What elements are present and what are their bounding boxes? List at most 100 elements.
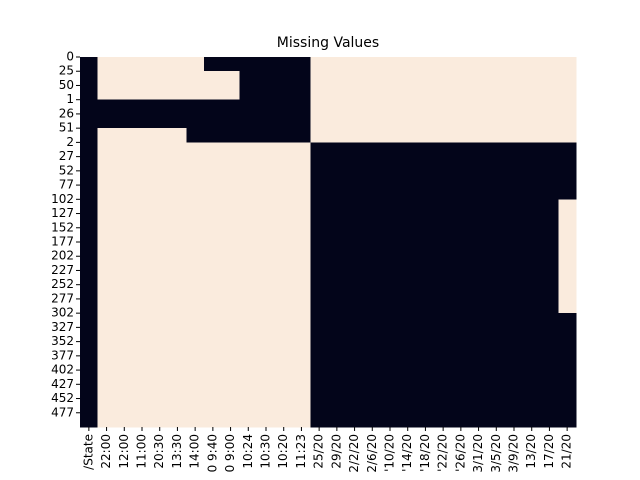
heatmap-cell	[133, 156, 152, 172]
heatmap-cell	[558, 284, 577, 300]
heatmap-cell	[416, 284, 435, 300]
heatmap-cell	[416, 170, 435, 186]
heatmap-cell	[274, 142, 294, 158]
heatmap-cell	[452, 113, 471, 129]
heatmap-cell	[363, 185, 382, 200]
heatmap-cell	[522, 213, 542, 229]
heatmap-cell	[363, 256, 382, 271]
heatmap-cell	[292, 99, 311, 115]
heatmap-cell	[398, 227, 418, 243]
heatmap-cell	[540, 85, 559, 101]
heatmap-cell	[221, 341, 240, 357]
heatmap-cell	[558, 85, 577, 101]
heatmap-cell	[133, 113, 152, 129]
heatmap-cell	[505, 284, 524, 300]
y-tick-label: 127	[51, 206, 74, 220]
heatmap-cell	[381, 227, 400, 243]
heatmap-cell	[452, 185, 471, 200]
heatmap-cell	[505, 227, 524, 243]
heatmap-cell	[487, 99, 506, 115]
heatmap-cell	[115, 199, 134, 215]
heatmap-cell	[398, 384, 418, 400]
heatmap-cell	[150, 170, 170, 186]
heatmap-cell	[452, 384, 471, 400]
heatmap-cell	[487, 71, 506, 86]
heatmap-cell	[540, 156, 559, 172]
heatmap-cell	[168, 327, 187, 343]
heatmap-cell	[168, 57, 187, 72]
heatmap-cell	[115, 384, 134, 400]
heatmap-cell	[328, 398, 347, 414]
heatmap-cell	[452, 85, 471, 101]
heatmap-cell	[274, 113, 294, 129]
heatmap-cell	[558, 270, 577, 286]
heatmap-cell	[398, 256, 418, 271]
x-tick-label: 29/20	[329, 434, 343, 469]
heatmap-cell	[186, 412, 205, 428]
heatmap-cell	[257, 412, 276, 428]
heatmap-cell	[115, 256, 134, 271]
y-tick-label: 52	[59, 163, 74, 177]
heatmap-cell	[168, 384, 187, 400]
heatmap-cell	[398, 142, 418, 158]
heatmap-cell	[434, 57, 453, 72]
y-tick-label: 252	[51, 277, 74, 291]
heatmap-cell	[310, 113, 329, 129]
heatmap-cell	[469, 256, 488, 271]
heatmap-cell	[310, 142, 329, 158]
heatmap-cell	[398, 355, 418, 371]
heatmap-cell	[505, 170, 524, 186]
heatmap-cell	[133, 57, 152, 72]
heatmap-cell	[345, 370, 364, 385]
heatmap-cell	[168, 270, 187, 286]
heatmap-cell	[345, 227, 364, 243]
heatmap-cell	[505, 370, 524, 385]
heatmap-cell	[221, 355, 240, 371]
heatmap-cell	[434, 142, 453, 158]
heatmap-cell	[274, 71, 294, 86]
heatmap-cell	[150, 242, 170, 257]
heatmap-cell	[310, 398, 329, 414]
heatmap-cell	[522, 313, 542, 328]
y-tick-label: 0	[66, 50, 74, 64]
heatmap-cell	[469, 142, 488, 158]
heatmap-cell	[168, 284, 187, 300]
heatmap-cell	[257, 298, 276, 314]
heatmap-cell	[505, 341, 524, 357]
heatmap-cell	[398, 185, 418, 200]
heatmap-cell	[540, 284, 559, 300]
heatmap-cell	[310, 170, 329, 186]
heatmap-cell	[221, 270, 240, 286]
heatmap-cell	[381, 256, 400, 271]
heatmap-cell	[221, 313, 240, 328]
heatmap-cell	[452, 199, 471, 215]
x-tick-label: '10/20	[383, 434, 397, 472]
heatmap-cell	[381, 270, 400, 286]
heatmap-cell	[398, 199, 418, 215]
heatmap-cell	[381, 113, 400, 129]
heatmap-cell	[133, 355, 152, 371]
x-tick-label: 3/1/20	[471, 434, 485, 473]
heatmap-cell	[522, 85, 542, 101]
heatmap-cell	[469, 270, 488, 286]
heatmap-cell	[221, 242, 240, 257]
heatmap-cell	[292, 298, 311, 314]
heatmap-cell	[345, 270, 364, 286]
heatmap-cell	[115, 156, 134, 172]
heatmap-cell	[115, 99, 134, 115]
heatmap-cell	[97, 341, 116, 357]
heatmap-cell	[469, 370, 488, 385]
heatmap-cell	[452, 270, 471, 286]
heatmap-cell	[469, 71, 488, 86]
heatmap-cell	[328, 298, 347, 314]
heatmap-cell	[204, 71, 223, 86]
heatmap-cell	[310, 384, 329, 400]
heatmap-cell	[558, 298, 577, 314]
heatmap-cell	[150, 185, 170, 200]
heatmap-cell	[168, 412, 187, 428]
heatmap-cell	[363, 370, 382, 385]
heatmap-cell	[540, 185, 559, 200]
heatmap-cell	[186, 284, 205, 300]
heatmap-cell	[204, 199, 223, 215]
heatmap-cell	[505, 242, 524, 257]
